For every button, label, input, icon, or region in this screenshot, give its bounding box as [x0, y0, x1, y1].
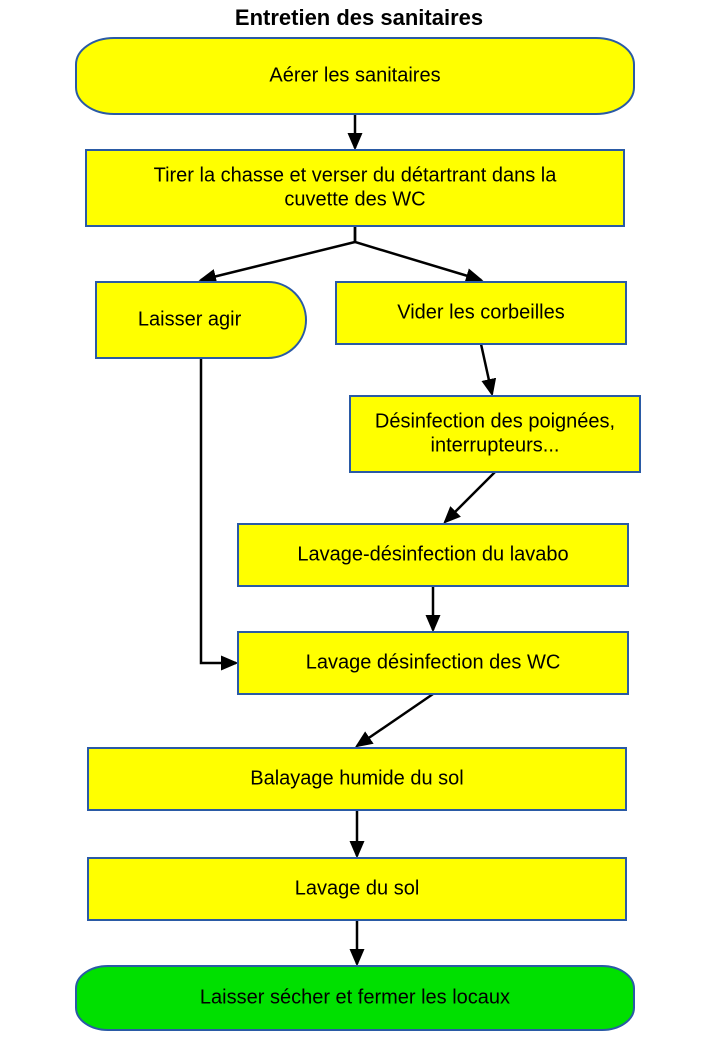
node-sink-label-line0: Lavage-désinfection du lavabo [297, 543, 568, 565]
edge-wc-sweep [357, 694, 433, 746]
node-wc-label-line0: Lavage désinfection des WC [306, 651, 561, 673]
node-sweep: Balayage humide du sol [88, 748, 626, 810]
diagram-title: Entretien des sanitaires [235, 5, 483, 30]
node-handles-label-line0: Désinfection des poignées, [375, 410, 615, 432]
edge-flush-wait [201, 226, 355, 280]
node-wash_floor-label-line0: Lavage du sol [295, 877, 420, 899]
node-wc: Lavage désinfection des WC [238, 632, 628, 694]
node-dry: Laisser sécher et fermer les locaux [76, 966, 634, 1030]
flowchart-canvas: Aérer les sanitaires Tirer la chasse et v… [0, 0, 718, 1047]
edge-flush-bins [355, 226, 481, 280]
edge-bins-handles [481, 344, 492, 394]
node-bins: Vider les corbeilles [336, 282, 626, 344]
node-aerate-label-line0: Aérer les sanitaires [269, 64, 440, 86]
node-flush: Tirer la chasse et verser du détartrant … [86, 150, 624, 226]
node-handles-label-line1: interrupteurs... [431, 434, 560, 456]
node-flush-label-line1: cuvette des WC [284, 188, 425, 210]
node-wash_floor: Lavage du sol [88, 858, 626, 920]
node-sweep-label-line0: Balayage humide du sol [250, 767, 463, 789]
nodes-layer: Aérer les sanitaires Tirer la chasse et v… [76, 38, 640, 1030]
node-aerate: Aérer les sanitaires [76, 38, 634, 114]
node-dry-label-line0: Laisser sécher et fermer les locaux [200, 986, 510, 1008]
edge-handles-sink [445, 472, 495, 522]
node-handles: Désinfection des poignées,interrupteurs.… [350, 396, 640, 472]
node-flush-label-line0: Tirer la chasse et verser du détartrant … [154, 164, 558, 186]
node-sink: Lavage-désinfection du lavabo [238, 524, 628, 586]
node-bins-label-line0: Vider les corbeilles [397, 301, 565, 323]
node-wait: Laisser agir [96, 282, 306, 358]
edge-wait-wc [201, 358, 236, 663]
node-wait-label-line0: Laisser agir [138, 308, 242, 330]
